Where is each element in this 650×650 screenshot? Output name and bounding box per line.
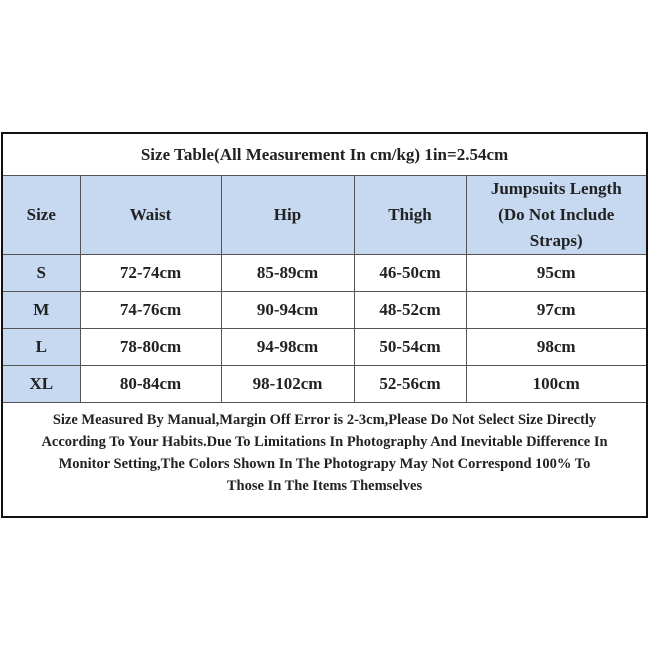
table-row: S 72-74cm 85-89cm 46-50cm 95cm xyxy=(3,254,646,292)
table-title: Size Table(All Measurement In cm/kg) 1in… xyxy=(3,134,646,176)
hip-cell: 94-98cm xyxy=(220,328,355,366)
length-cell: 100cm xyxy=(465,365,646,403)
header-length: Jumpsuits Length (Do Not Include Straps) xyxy=(465,175,646,255)
length-cell: 98cm xyxy=(465,328,646,366)
note-line: Those In The Items Themselves xyxy=(226,478,423,494)
thigh-cell: 46-50cm xyxy=(353,254,467,292)
hip-cell: 85-89cm xyxy=(220,254,355,292)
size-cell: S xyxy=(3,254,81,292)
length-cell: 97cm xyxy=(465,291,646,329)
length-cell: 95cm xyxy=(465,254,646,292)
thigh-cell: 48-52cm xyxy=(353,291,467,329)
table-row: L 78-80cm 94-98cm 50-54cm 98cm xyxy=(3,328,646,366)
size-cell: XL xyxy=(3,365,81,403)
size-cell: L xyxy=(3,328,81,366)
thigh-cell: 50-54cm xyxy=(353,328,467,366)
hip-cell: 90-94cm xyxy=(220,291,355,329)
note-line: Monitor Setting,The Colors Shown In The … xyxy=(58,456,591,472)
header-thigh: Thigh xyxy=(353,175,467,255)
waist-cell: 78-80cm xyxy=(79,328,222,366)
note-line: According To Your Habits.Due To Limitati… xyxy=(41,434,608,450)
table-row: M 74-76cm 90-94cm 48-52cm 97cm xyxy=(3,291,646,329)
header-hip: Hip xyxy=(220,175,355,255)
size-table: Size Table(All Measurement In cm/kg) 1in… xyxy=(1,132,648,518)
size-note: Size Measured By Manual,Margin Off Error… xyxy=(3,403,646,497)
header-waist: Waist xyxy=(79,175,222,255)
header-size: Size xyxy=(3,175,81,255)
note-line: Size Measured By Manual,Margin Off Error… xyxy=(52,412,597,428)
size-cell: M xyxy=(3,291,81,329)
table-row: XL 80-84cm 98-102cm 52-56cm 100cm xyxy=(3,365,646,403)
waist-cell: 72-74cm xyxy=(79,254,222,292)
hip-cell: 98-102cm xyxy=(220,365,355,403)
waist-cell: 74-76cm xyxy=(79,291,222,329)
waist-cell: 80-84cm xyxy=(79,365,222,403)
thigh-cell: 52-56cm xyxy=(353,365,467,403)
